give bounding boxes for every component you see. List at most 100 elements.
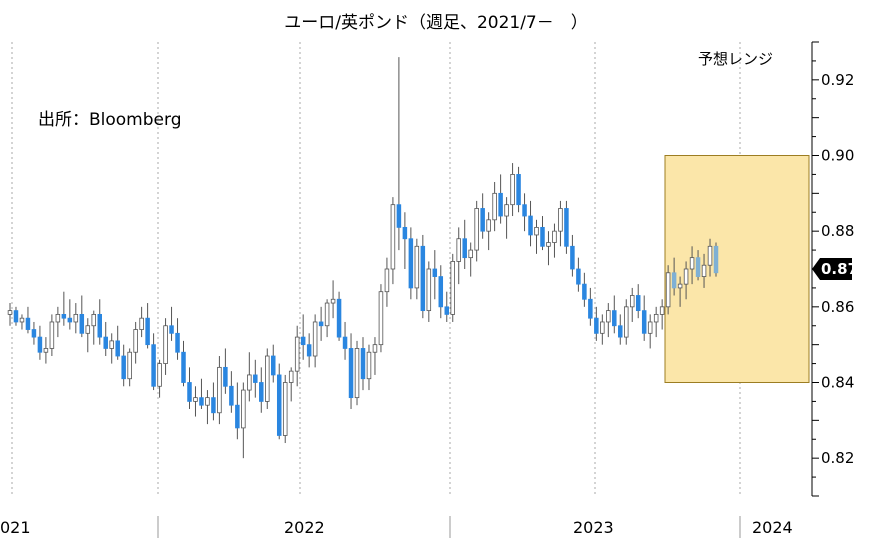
candle <box>217 356 222 425</box>
candle <box>522 193 527 232</box>
candle <box>360 337 366 391</box>
x-tick-label: 021 <box>0 518 31 537</box>
candle <box>348 333 354 409</box>
candle <box>19 314 25 330</box>
candle <box>187 367 192 409</box>
candle-body <box>247 374 252 391</box>
candle <box>528 200 533 247</box>
candle-body <box>97 313 103 338</box>
candle-body <box>7 310 13 315</box>
candle-body <box>43 348 49 353</box>
candle <box>498 174 503 224</box>
candle-body <box>49 321 55 349</box>
candle-body <box>396 204 402 228</box>
candle-body <box>312 321 318 357</box>
x-tick-label: 2024 <box>752 518 793 537</box>
candle <box>199 378 204 409</box>
candle-body <box>558 208 563 232</box>
y-tick-label: 0.92 <box>821 71 854 89</box>
last-value-text: 0.87 <box>821 260 858 278</box>
candle-body <box>528 215 533 236</box>
candle <box>390 197 396 285</box>
candle <box>253 359 258 398</box>
candle-body <box>582 283 587 300</box>
candle-body <box>677 283 683 289</box>
candle <box>55 306 61 338</box>
candle-body <box>600 321 605 334</box>
candle-body <box>199 397 204 406</box>
forecast-range-band <box>664 155 810 383</box>
candle <box>420 234 426 319</box>
candle <box>683 261 689 300</box>
candle <box>600 314 605 345</box>
candle-body <box>504 204 509 217</box>
candle-body <box>713 245 719 274</box>
candle-body <box>288 370 294 383</box>
x-axis: 021 2022 2023 2024 <box>0 516 793 538</box>
candle-body <box>61 313 67 319</box>
candle-body <box>456 238 461 262</box>
candle-body <box>665 272 671 308</box>
candle <box>91 310 97 345</box>
candle-body <box>306 344 312 357</box>
candle <box>606 303 611 338</box>
candle <box>318 306 324 341</box>
candle <box>49 314 55 357</box>
candle <box>259 367 264 413</box>
candle-body <box>534 226 539 236</box>
candle <box>623 299 629 345</box>
candle <box>145 303 150 349</box>
candle-body <box>73 313 79 323</box>
candle-body <box>217 366 222 414</box>
candle-body <box>241 389 246 429</box>
candle <box>282 374 288 444</box>
candle-body <box>438 276 444 308</box>
candle-body <box>103 336 108 349</box>
candle-body <box>408 238 414 289</box>
candle-body <box>659 306 665 315</box>
candle-body <box>378 291 384 346</box>
candle-series <box>7 57 719 459</box>
candle <box>659 299 665 330</box>
candle <box>223 348 228 394</box>
candle-body <box>576 268 581 285</box>
candle-body <box>689 257 695 270</box>
candle <box>713 242 719 277</box>
candle <box>115 325 120 360</box>
candle-body <box>402 226 408 240</box>
candle-body <box>157 363 162 387</box>
candle <box>247 352 252 402</box>
candle <box>612 295 617 334</box>
candle <box>576 257 581 292</box>
candle <box>354 340 360 406</box>
candle-body <box>588 298 593 319</box>
candle <box>665 265 671 315</box>
candle <box>689 246 695 285</box>
candle <box>85 318 91 353</box>
candle <box>372 337 378 375</box>
candle <box>241 382 246 459</box>
candle-body <box>235 404 240 429</box>
y-tick-label: 0.86 <box>821 298 854 316</box>
candle-body <box>522 204 527 217</box>
candle-body <box>37 336 43 353</box>
candle <box>378 284 384 353</box>
chart-title: ユーロ/英ポンド（週足、2021/7－ ） <box>284 13 588 33</box>
candle-body <box>647 321 653 334</box>
candle <box>133 321 138 364</box>
candle <box>312 314 318 368</box>
candle <box>701 253 707 288</box>
candle <box>211 382 216 421</box>
candle <box>414 238 420 300</box>
candle-body <box>19 317 25 323</box>
candle <box>300 314 306 360</box>
candle <box>396 57 402 251</box>
candle-body <box>55 313 61 323</box>
y-axis: 0.82 0.84 0.86 0.88 0.90 0.92 <box>811 41 854 497</box>
candle <box>570 234 575 277</box>
candle-body <box>480 208 485 232</box>
candle <box>97 299 103 345</box>
candle <box>330 280 336 319</box>
candle <box>635 284 641 319</box>
candle-body <box>25 317 31 330</box>
